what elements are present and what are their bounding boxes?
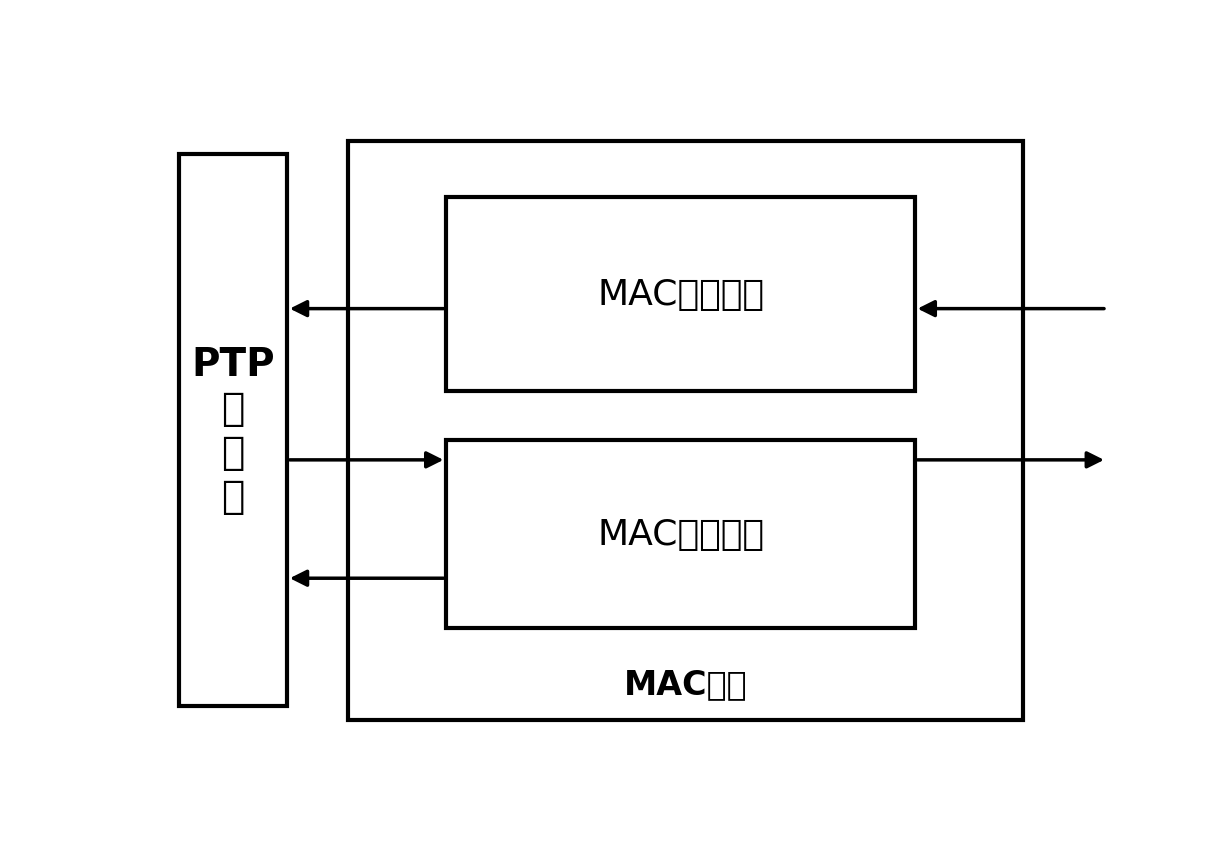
Bar [348,142,1023,720]
Text: MAC发送模块: MAC发送模块 [597,517,764,551]
Text: PTP
协
议
栈: PTP 协 议 栈 [191,345,274,516]
Bar [179,155,287,706]
Text: MAC模块: MAC模块 [624,667,747,700]
Bar [446,198,915,392]
Bar [446,441,915,628]
Text: MAC接收模块: MAC接收模块 [597,277,764,311]
